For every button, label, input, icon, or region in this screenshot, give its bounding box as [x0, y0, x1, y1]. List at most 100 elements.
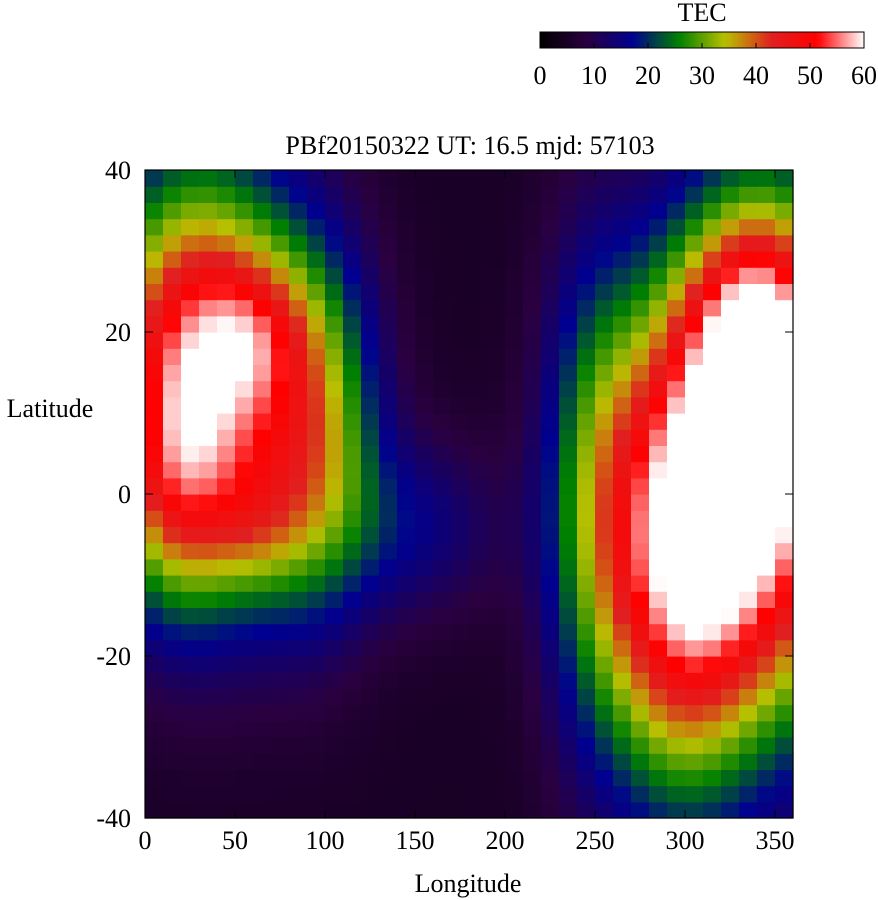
heatmap-cell — [559, 413, 578, 430]
heatmap-cell — [577, 769, 596, 787]
heatmap-cell — [289, 299, 308, 317]
heatmap-cell — [253, 445, 272, 463]
heatmap-cell — [505, 591, 524, 608]
heatmap-cell — [577, 461, 596, 479]
heatmap-cell — [145, 218, 164, 236]
heatmap-cell — [397, 591, 416, 608]
heatmap-cell — [757, 785, 776, 803]
heatmap-cell — [415, 591, 434, 608]
heatmap-cell — [613, 202, 632, 220]
heatmap-cell — [181, 672, 200, 689]
heatmap-cell — [703, 656, 722, 673]
heatmap-cell — [379, 234, 398, 252]
heatmap-cell — [415, 267, 434, 284]
heatmap-cell — [559, 396, 578, 414]
heatmap-cell — [379, 477, 398, 495]
heatmap-cell — [703, 769, 722, 787]
heatmap-cell — [325, 672, 344, 689]
heatmap-cell — [289, 801, 308, 819]
heatmap-cell — [595, 688, 614, 706]
heatmap-cell — [451, 639, 470, 657]
heatmap-cell — [397, 558, 416, 576]
heatmap-cell — [181, 494, 200, 511]
heatmap-cell — [199, 704, 218, 722]
heatmap-cell — [559, 591, 578, 608]
heatmap-cell — [307, 494, 326, 511]
heatmap-cell — [613, 429, 632, 446]
heatmap-cell — [451, 753, 470, 770]
x-axis-ticks: 0 50 100 150 200 250 300 350 — [139, 170, 795, 855]
heatmap-cell — [415, 380, 434, 398]
heatmap-cell — [631, 623, 650, 641]
heatmap-cell — [163, 542, 182, 560]
heatmap-cell — [757, 267, 776, 284]
heatmap-cell — [487, 299, 506, 317]
heatmap-cell — [415, 396, 434, 414]
heatmap-cell — [739, 445, 758, 463]
heatmap-cell — [145, 510, 164, 527]
heatmap-cell — [199, 445, 218, 463]
heatmap-cell — [613, 720, 632, 738]
heatmap-cell — [145, 769, 164, 787]
x-tick-label: 350 — [756, 826, 795, 855]
heatmap-cell — [451, 704, 470, 722]
heatmap-cell — [721, 315, 740, 333]
heatmap-cell — [397, 445, 416, 463]
heatmap-cell — [559, 283, 578, 301]
heatmap-cell — [145, 461, 164, 479]
colorbar-tick-label: 50 — [797, 61, 823, 90]
heatmap-cell — [217, 720, 236, 738]
heatmap-cell — [397, 526, 416, 544]
heatmap-cell — [649, 753, 668, 770]
heatmap-cell — [577, 591, 596, 608]
heatmap-cell — [415, 704, 434, 722]
heatmap-cell — [775, 575, 794, 592]
heatmap-cell — [631, 672, 650, 689]
heatmap-cell — [613, 315, 632, 333]
heatmap-cell — [703, 267, 722, 284]
heatmap-cell — [271, 299, 290, 317]
heatmap-cell — [271, 186, 290, 203]
heatmap-cell — [469, 186, 488, 203]
heatmap-cell — [253, 170, 272, 187]
heatmap-cell — [397, 575, 416, 592]
heatmap-cell — [199, 267, 218, 284]
heatmap-cell — [487, 332, 506, 349]
heatmap-cell — [145, 494, 164, 511]
heatmap-cell — [379, 186, 398, 203]
heatmap-cell — [649, 575, 668, 592]
heatmap-cell — [721, 170, 740, 187]
heatmap-cell — [145, 737, 164, 754]
heatmap-cell — [595, 656, 614, 673]
heatmap-cell — [379, 558, 398, 576]
heatmap-cell — [469, 785, 488, 803]
heatmap-cell — [703, 413, 722, 430]
heatmap-cell — [451, 396, 470, 414]
heatmap-cell — [541, 558, 560, 576]
heatmap-cell — [361, 591, 380, 608]
heatmap-cell — [541, 396, 560, 414]
x-tick-label: 100 — [306, 826, 345, 855]
heatmap-cell — [649, 623, 668, 641]
heatmap-cell — [325, 315, 344, 333]
heatmap-cell — [451, 477, 470, 495]
heatmap-cell — [307, 477, 326, 495]
heatmap-cell — [469, 607, 488, 625]
heatmap-cell — [217, 510, 236, 527]
heatmap-cell — [559, 688, 578, 706]
heatmap-cell — [577, 688, 596, 706]
heatmap-cell — [325, 656, 344, 673]
heatmap-cell — [145, 283, 164, 301]
heatmap-cell — [199, 332, 218, 349]
heatmap-cell — [235, 445, 254, 463]
heatmap-cell — [451, 785, 470, 803]
heatmap-cell — [649, 202, 668, 220]
heatmap-cell — [505, 688, 524, 706]
heatmap-cell — [667, 575, 686, 592]
heatmap-cell — [361, 234, 380, 252]
heatmap-cell — [289, 785, 308, 803]
heatmap-cell — [235, 202, 254, 220]
heatmap-cell — [739, 413, 758, 430]
heatmap-cell — [667, 688, 686, 706]
heatmap-cell — [505, 639, 524, 657]
